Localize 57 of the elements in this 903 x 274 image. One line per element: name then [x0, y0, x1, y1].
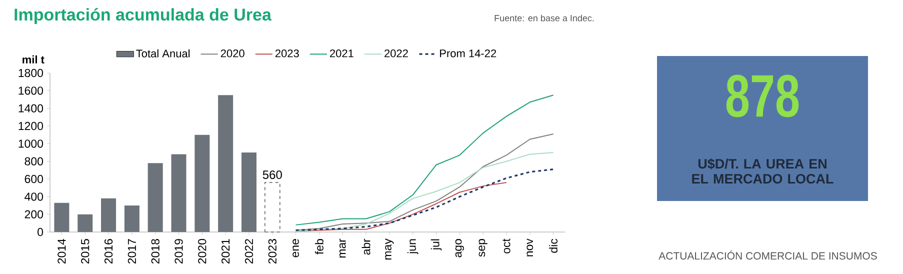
x-tick-label: 2022 — [244, 239, 254, 264]
data-label: 560 — [262, 170, 282, 179]
x-tick-label: ago — [455, 239, 464, 258]
bar — [194, 134, 210, 232]
chart-title: Importación acumulada de Urea — [14, 8, 272, 24]
legend-label: 2020 — [220, 49, 244, 58]
y-tick-label: 400 — [24, 192, 44, 201]
y-tick-label: 200 — [24, 210, 44, 218]
line-series — [295, 94, 554, 226]
x-tick-label: 2017 — [128, 239, 136, 264]
line-series — [294, 168, 554, 232]
source-note: Fuente: en base a Indec. — [494, 14, 594, 22]
legend-label: 2021 — [330, 49, 354, 58]
x-tick-label: sep — [478, 239, 488, 257]
text: U$D/T. LA UREA EN EL MERCADO LOCAL — [692, 158, 834, 184]
x-tick-label: oct — [502, 238, 510, 254]
x-tick-label: jun — [407, 239, 418, 254]
bar — [78, 214, 93, 232]
y-tick-label: 800 — [24, 157, 44, 166]
x-tick-label: jul — [430, 239, 442, 250]
bar — [171, 154, 186, 232]
y-tick-label: 1600 — [18, 86, 44, 95]
x-tick-label: 2015 — [81, 239, 90, 264]
x-tick-label: 2020 — [198, 238, 206, 264]
x-tick-label: 2016 — [104, 239, 113, 264]
x-tick-label: 2018 — [151, 239, 160, 264]
x-tick-label: 2023 — [268, 239, 276, 264]
x-tick-label: 2019 — [174, 239, 183, 264]
x-tick-label: ene — [292, 239, 299, 258]
x-tick-label: feb — [314, 239, 324, 254]
y-axis-title: mil t — [22, 55, 44, 64]
x-tick-label: 2021 — [222, 239, 230, 264]
y-tick-label: 1400 — [18, 104, 44, 112]
bar — [101, 198, 116, 232]
bar — [54, 202, 70, 232]
line-series — [295, 152, 554, 232]
bar — [148, 163, 163, 232]
x-tick-label: 2014 — [58, 238, 66, 264]
x-tick-label: abr — [362, 238, 370, 255]
y-tick-label: 1200 — [18, 122, 44, 130]
legend-label: 2023 — [275, 49, 299, 58]
x-tick-label: dic — [549, 238, 558, 253]
x-tick-label: may — [385, 238, 394, 260]
y-tick-label: 600 — [24, 174, 44, 184]
bar — [241, 152, 256, 232]
legend-label: Total Anual — [136, 49, 190, 58]
legend-label: Prom 14-22 — [440, 49, 496, 58]
y-tick-label: 1000 — [18, 140, 44, 148]
x-tick-label: mar — [339, 238, 346, 258]
y-tick-label: 0 — [38, 228, 44, 236]
text: ACTUALIZACIÓN COMERCIAL DE INSUMOS — [658, 250, 877, 260]
legend-label: 2022 — [384, 49, 408, 58]
bar — [218, 95, 234, 232]
y-tick-label: 1800 — [18, 68, 44, 78]
text: 878 — [726, 74, 799, 118]
x-tick-label: nov — [526, 238, 534, 256]
bar — [124, 206, 140, 232]
